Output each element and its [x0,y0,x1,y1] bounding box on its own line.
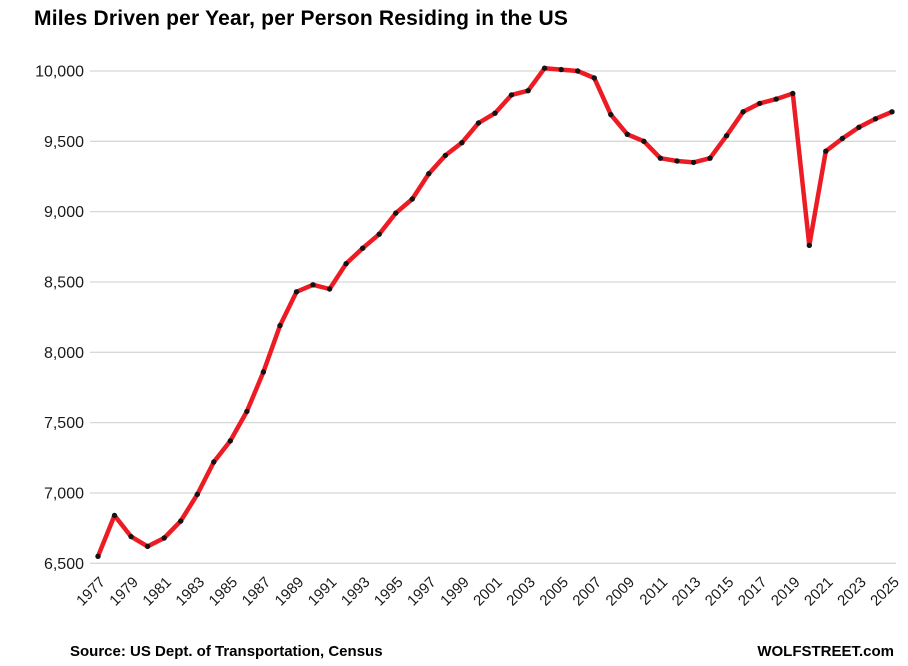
y-tick-label: 9,500 [44,134,84,151]
data-point [360,245,366,251]
data-point [889,109,895,115]
x-tick-label: 1977 [73,574,109,610]
x-tick-label: 1981 [139,574,175,610]
data-point [95,553,101,559]
data-point [839,135,846,142]
x-tick-label: 2025 [867,574,903,610]
x-tick-label: 2021 [801,574,837,610]
data-point [757,100,763,107]
y-tick-label: 7,000 [44,485,84,502]
chart-title: Miles Driven per Year, per Person Residi… [34,7,569,30]
data-point [194,491,200,498]
data-point [409,196,415,202]
data-point [343,261,349,267]
x-tick-label: 1991 [305,574,341,610]
data-point [128,533,134,540]
data-point [161,535,167,541]
data-point [872,116,879,122]
data-point [111,512,118,519]
data-point [293,289,300,295]
x-tick-label: 2019 [768,574,804,610]
x-tick-label: 1985 [206,574,242,610]
data-point [144,543,151,550]
y-tick-label: 9,000 [44,204,84,221]
data-point [227,438,233,444]
source-note: Source: US Dept. of Transportation, Cens… [70,643,383,660]
x-tick-label: 2023 [834,574,870,610]
y-tick-label: 6,500 [44,556,84,573]
line-chart: 6,500 7,000 7,500 8,000 8,500 9,000 9,500 10,00… [35,64,903,610]
x-tick-label: 1989 [272,574,308,610]
data-point [426,171,432,177]
data-point [723,133,730,139]
data-point [178,518,184,524]
data-point [641,138,647,144]
data-point [575,68,581,74]
x-tick-label: 1979 [106,574,142,610]
x-tick-label: 2003 [503,574,539,610]
x-tick-label: 2017 [735,574,771,610]
data-point [790,90,796,97]
x-tick-label: 2013 [669,574,705,610]
data-point [459,140,465,146]
data-point [492,110,498,116]
data-point [558,66,564,73]
x-tick-label: 1997 [404,574,440,610]
x-tick-label: 2007 [569,574,605,610]
data-point [674,158,680,164]
data-point [624,131,630,137]
wolfstreet-brand: WOLFSTREET.com [757,643,894,660]
y-tick-label: 8,500 [44,274,84,291]
y-tick-label: 10,000 [35,64,84,81]
data-point [823,148,829,154]
x-tick-label: 1987 [239,574,275,610]
x-tick-label: 1999 [437,574,473,610]
data-point [690,159,697,166]
data-point [740,109,746,115]
data-point [244,408,250,415]
data-point [856,124,862,130]
data-point [211,459,217,465]
data-point [806,242,812,249]
x-tick-label: 1995 [371,574,407,610]
x-tick-label: 2001 [470,574,506,610]
x-tick-label: 2015 [702,574,738,610]
data-point [475,120,482,126]
x-tick-label: 1983 [172,574,208,610]
chart-footer: Source: US Dept. of Transportation, Cens… [70,643,894,660]
data-point [608,111,614,118]
data-point [326,286,333,292]
data-point [591,75,597,81]
data-point [508,92,515,98]
x-tick-label: 2011 [636,574,671,609]
data-point [541,65,548,71]
y-tick-label: 8,000 [44,345,84,362]
data-point [376,231,382,237]
data-point [525,88,531,94]
y-tick-label: 7,500 [44,415,84,432]
data-point [260,369,267,375]
data-point [310,282,316,288]
data-point [442,152,449,159]
data-point [277,322,283,329]
data-point [393,210,399,216]
data-point [657,155,664,161]
data-point [773,96,779,102]
data-point [707,155,713,161]
x-tick-label: 2009 [603,574,639,610]
x-tick-label: 1993 [338,574,374,610]
x-tick-label: 2005 [536,574,572,610]
